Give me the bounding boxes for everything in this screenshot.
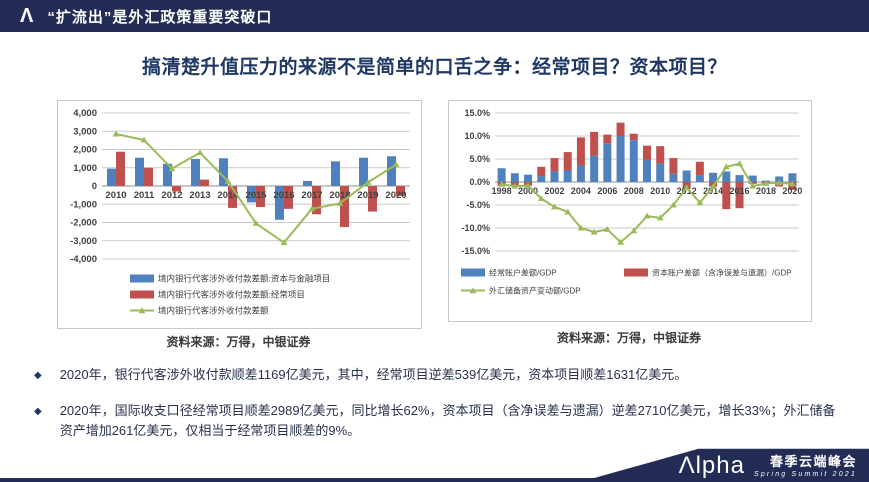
svg-text:-10.0%: -10.0% (461, 223, 490, 233)
svg-text:2019: 2019 (357, 190, 378, 201)
svg-text:-2,000: -2,000 (70, 218, 97, 229)
right-chart-source: 资料来源：万得，中银证券 (556, 331, 701, 345)
svg-text:1998: 1998 (492, 186, 512, 196)
svg-text:2000: 2000 (518, 186, 538, 196)
svg-text:2002: 2002 (544, 186, 564, 196)
bullet-text: 2020年，银行代客涉外收付款顺差1169亿美元，其中，经常项目逆差539亿美元… (59, 367, 688, 382)
svg-text:5.0%: 5.0% (469, 154, 490, 164)
svg-text:10.0%: 10.0% (464, 131, 490, 141)
svg-text:2014: 2014 (217, 190, 239, 201)
svg-text:2012: 2012 (677, 186, 697, 196)
footer-logo: Λlpha 春季云端峰会 Spring Summit 2021 (679, 454, 857, 478)
diamond-bullet-icon: ◆ (34, 370, 42, 381)
bullet-text: 2020年，国际收支口径经常项目顺差2989亿美元，同比增长62%，资本项目（含… (59, 403, 836, 439)
alpha-logo-icon: Λ (20, 5, 34, 27)
svg-text:2017: 2017 (301, 190, 322, 201)
svg-text:-4,000: -4,000 (70, 254, 97, 265)
svg-text:-3,000: -3,000 (70, 236, 97, 247)
left-chart-source: 资料来源：万得，中银证券 (166, 335, 311, 349)
svg-text:4,000: 4,000 (73, 108, 97, 119)
svg-text:-1,000: -1,000 (70, 199, 97, 210)
alpha-brand-logo: Λlpha (678, 452, 745, 479)
bullet-item: ◆ 2020年，银行代客涉外收付款顺差1169亿美元，其中，经常项目逆差539亿… (30, 365, 845, 385)
svg-text:2014: 2014 (703, 186, 723, 196)
svg-text:2012: 2012 (161, 190, 182, 201)
header-title: “扩流出”是外汇政策重要突破口 (47, 8, 273, 26)
svg-text:-15.0%: -15.0% (461, 246, 490, 256)
right-chart-svg: 15.0% 10.0% 5.0% 0.0% -5.0% -10.0% -15.0% 1998 2… (461, 108, 802, 296)
left-chart-svg: 4,000 3,000 2,000 1,000 0 -1,000 -2,000 -3,000 -… (70, 108, 410, 316)
svg-text:2004: 2004 (571, 186, 591, 196)
svg-text:-5.0%: -5.0% (466, 200, 490, 210)
diamond-bullet-icon: ◆ (34, 406, 42, 417)
svg-text:2018: 2018 (329, 190, 350, 201)
svg-text:3,000: 3,000 (73, 126, 97, 137)
svg-text:境内银行代客涉外收付款差额:资本与金融项目: 境内银行代客涉外收付款差额:资本与金融项目 (158, 274, 330, 284)
header-bar: Λ “扩流出”是外汇政策重要突破口 (0, 0, 869, 32)
svg-text:2015: 2015 (245, 190, 267, 201)
svg-text:2020: 2020 (782, 186, 802, 196)
svg-text:0.0%: 0.0% (469, 177, 490, 187)
svg-text:外汇储备资产变动额/GDP: 外汇储备资产变动额/GDP (489, 286, 581, 296)
svg-text:15.0%: 15.0% (464, 108, 490, 118)
svg-text:资本账户差额（含净误差与遗漏）/GDP: 资本账户差额（含净误差与遗漏）/GDP (652, 268, 792, 278)
left-chart-box: 4,000 3,000 2,000 1,000 0 -1,000 -2,000 -3,000 -… (57, 100, 422, 329)
svg-text:境内银行代客涉外收付款差额:经常项目: 境内银行代客涉外收付款差额:经常项目 (158, 290, 305, 300)
svg-text:2010: 2010 (650, 186, 670, 196)
svg-text:2018: 2018 (756, 186, 776, 196)
svg-text:2,000: 2,000 (73, 145, 97, 156)
svg-text:2008: 2008 (624, 186, 644, 196)
svg-text:经常账户差额/GDP: 经常账户差额/GDP (489, 268, 557, 278)
svg-text:2013: 2013 (189, 190, 210, 201)
svg-text:2010: 2010 (105, 190, 126, 201)
footer-event-name-en: Spring Summit 2021 (753, 470, 857, 478)
svg-text:2020: 2020 (385, 190, 406, 201)
footer-event-name-cn: 春季云端峰会 (769, 454, 857, 470)
page-title: 搞清楚升值压力的来源不是简单的口舌之争：经常项目？资本项目？ (141, 57, 727, 78)
svg-text:2006: 2006 (597, 186, 617, 196)
svg-text:1,000: 1,000 (73, 163, 97, 174)
right-chart-box: 15.0% 10.0% 5.0% 0.0% -5.0% -10.0% -15.0% 1998 2… (448, 100, 812, 322)
svg-text:2016: 2016 (730, 186, 750, 196)
footer-strip (0, 478, 869, 482)
bullet-item: ◆ 2020年，国际收支口径经常项目顺差2989亿美元，同比增长62%，资本项目… (30, 401, 845, 441)
svg-text:0: 0 (92, 181, 97, 192)
svg-text:2011: 2011 (134, 190, 155, 201)
svg-text:境内银行代客涉外收付款差额: 境内银行代客涉外收付款差额 (158, 306, 269, 316)
svg-text:2016: 2016 (273, 190, 294, 201)
